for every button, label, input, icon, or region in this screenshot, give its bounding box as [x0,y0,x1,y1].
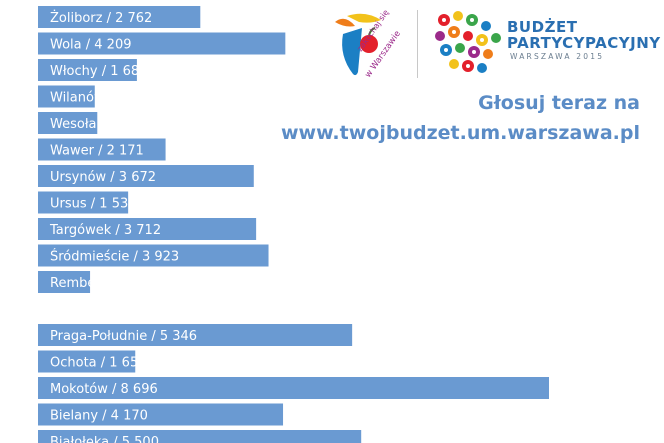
logo-subtitle: WARSZAWA 2015 [510,52,605,61]
bar-label-14: Ochota / 1 655 [50,356,147,371]
bar-8 [38,191,129,214]
bar-5 [38,112,98,134]
bar-label-1: Żoliborz / 2 762 [50,10,152,26]
bar-10 [38,244,269,267]
logo-title-2: PARTYCYPACYJNY [507,34,661,52]
bar-label-12: Praga-Północ / [50,303,143,318]
bar-9 [38,218,257,240]
bar-label-11: Rembertów / 886 [50,276,162,291]
bar-label-3: Włochy / 1 683 [50,64,147,79]
bar-15 [38,377,549,399]
bar-label-16: Bielany / 4 170 [50,409,148,424]
bar-label-17: Białołęka / 5 500 [50,435,159,443]
bar-1 [38,6,201,28]
bar-label-9: Targówek / 3 712 [49,223,161,238]
heart-apple-icon: zakochaj się w Warszawie [335,8,403,80]
bar-7 [38,165,254,187]
bar-14 [38,350,136,373]
bar-label-10: Śródmieście / 3 923 [50,249,179,265]
promo-heading: Głosuj teraz na [478,92,640,114]
bar-label-8: Ursus / 1 534 [50,197,137,212]
promo-url[interactable]: www.twojbudzet.um.warszawa.pl [280,122,640,144]
bar-2 [38,32,286,55]
bar-17 [38,430,362,443]
budget-logo: BUDŻET PARTYCYPACYJNY WARSZAWA 2015 [430,6,660,82]
promo-block: Głosuj teraz na www.twojbudzet.um.warsza… [250,90,640,148]
gears-map-icon [435,11,501,73]
bar-6 [38,138,166,161]
logo-title-1: BUDŻET [507,18,578,36]
bar-3 [38,59,137,81]
bar-label-5: Wesoła / 1 009 [50,117,146,132]
bar-11 [38,271,91,293]
bar-label-15: Mokotów / 8 696 [50,382,158,397]
warszawa-city-logo: zakochaj się w Warszawie [325,8,415,80]
bar-label-4: Wilanów / 966 [50,91,142,106]
bar-label-2: Wola / 4 209 [50,38,132,53]
bar-4 [38,85,95,108]
bar-label-13: Praga-Południe / 5 346 [50,329,197,344]
bar-label-7: Ursynów / 3 672 [50,170,156,185]
bar-13 [38,324,353,346]
bar-label-6: Wawer / 2 171 [50,144,144,159]
bar-16 [38,403,284,426]
logo-divider [417,10,418,78]
